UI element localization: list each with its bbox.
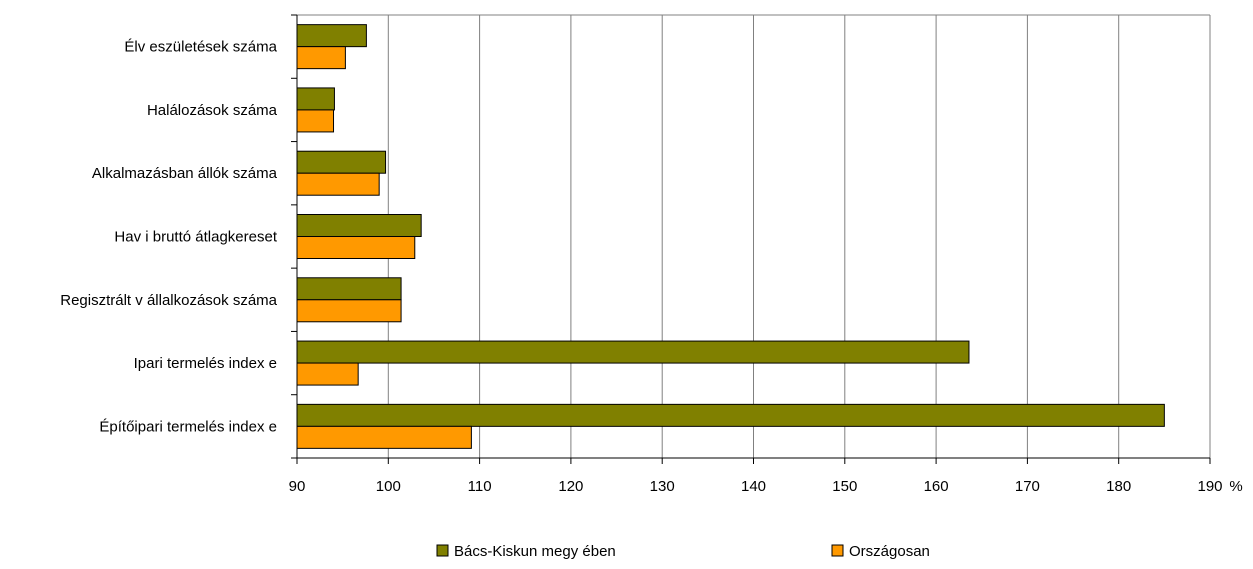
x-tick-label: 190 <box>1197 478 1222 495</box>
x-tick-labels: 90 100 110 120 130 140 150 160 170 180 190 <box>289 478 1223 495</box>
x-unit-label: % <box>1229 478 1242 495</box>
bar-bacs-kiskun <box>296 403 1165 427</box>
category-label: Alkalmazásban állók száma <box>92 165 278 182</box>
bar-orszagosan <box>296 236 416 259</box>
gridlines <box>297 14 1211 458</box>
x-tick-label: 90 <box>289 478 306 495</box>
axes <box>291 14 1211 464</box>
legend-swatch-bacs-kiskun <box>436 544 449 557</box>
x-tick-label: 120 <box>558 478 583 495</box>
x-tick-label: 160 <box>924 478 949 495</box>
bar-bacs-kiskun <box>296 150 387 174</box>
legend-swatch-orszagosan <box>831 544 844 557</box>
bar-bacs-kiskun <box>296 340 970 364</box>
bar-orszagosan <box>296 362 359 386</box>
category-label: Építőipari termelés index e <box>99 418 277 435</box>
legend-label-bacs-kiskun: Bács-Kiskun megy ében <box>454 543 616 560</box>
category-labels: Élv eszületések száma Halálozások száma Al… <box>60 39 278 436</box>
legend: Bács-Kiskun megy ében Országosan <box>436 543 930 560</box>
bar-bacs-kiskun <box>296 214 422 237</box>
category-label: Ipari termelés index e <box>134 355 277 372</box>
category-label: Regisztrált v állalkozások száma <box>60 292 277 309</box>
bar-bacs-kiskun <box>296 277 402 301</box>
category-label: Élv eszületések száma <box>124 39 277 56</box>
bar-orszagosan <box>296 46 346 70</box>
legend-label-orszagosan: Országosan <box>849 543 930 560</box>
x-tick-label: 170 <box>1015 478 1040 495</box>
x-tick-label: 140 <box>741 478 766 495</box>
x-tick-label: 110 <box>468 478 492 495</box>
bar-bacs-kiskun <box>296 87 335 111</box>
bar-orszagosan <box>296 425 472 449</box>
bar-bacs-kiskun <box>296 24 367 48</box>
category-label: Hav i bruttó átlagkereset <box>114 229 277 246</box>
bar-orszagosan <box>296 109 335 133</box>
category-label: Halálozások száma <box>147 102 278 119</box>
x-tick-label: 180 <box>1106 478 1131 495</box>
bar-orszagosan <box>296 172 380 196</box>
x-tick-label: 100 <box>376 478 401 495</box>
bars <box>296 24 1165 449</box>
x-tick-label: 130 <box>650 478 675 495</box>
bar-orszagosan <box>296 299 402 323</box>
x-tick-label: 150 <box>832 478 857 495</box>
